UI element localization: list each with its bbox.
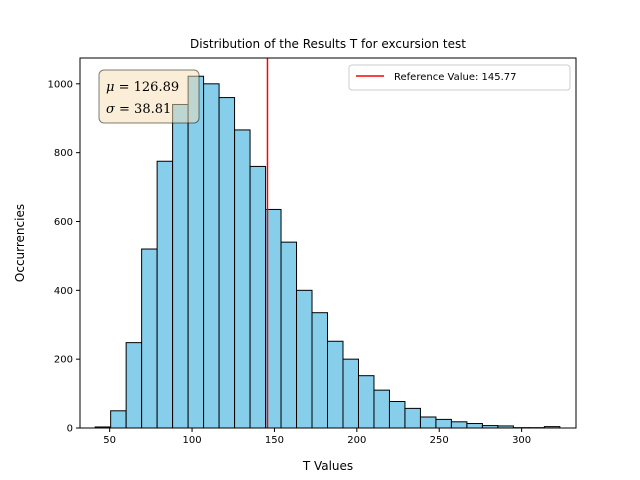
histogram-bar-4 [156, 160, 174, 429]
chart-title: Distribution of the Results T for excurs… [190, 37, 466, 51]
histogram-bar-20 [404, 407, 421, 429]
histogram-bar-21 [419, 416, 437, 429]
histogram-bar-24 [466, 423, 483, 429]
x-tick-label: 50 [103, 435, 116, 446]
legend-frame [348, 64, 571, 91]
y-tick-label: 600 [54, 217, 73, 228]
y-axis-label: Occurrencies [13, 204, 27, 282]
x-tick-label: 250 [430, 435, 449, 446]
histogram-bar-3 [141, 248, 158, 429]
histogram-bar-18 [373, 389, 390, 429]
histogram-bar-9 [234, 129, 251, 429]
histogram-bar-6 [187, 75, 205, 429]
plot-frame [79, 57, 577, 429]
histogram-bar-1 [110, 410, 127, 429]
histogram-bar-14 [311, 312, 329, 429]
histogram-bar-10 [249, 165, 267, 429]
histogram-bar-15 [327, 340, 344, 429]
histogram-bar-12 [280, 241, 298, 429]
x-ticks: 50 100 150 200 250 300 [103, 428, 531, 446]
y-tick-label: 1000 [48, 79, 73, 90]
histogram-bar-23 [450, 421, 468, 429]
y-tick-label: 0 [67, 424, 73, 435]
histogram-bar-5 [172, 103, 189, 429]
y-tick-label: 800 [54, 148, 73, 159]
x-axis-label: T Values [302, 459, 353, 473]
histogram-bar-8 [218, 97, 236, 429]
x-tick-label: 100 [183, 435, 202, 446]
histogram-bar-13 [296, 289, 313, 429]
histogram-bar-7 [203, 83, 220, 429]
x-tick-label: 150 [265, 435, 284, 446]
histogram-bar-22 [435, 418, 452, 429]
stats-mu: μ = 126.89 [106, 80, 179, 95]
histogram-bar-16 [342, 358, 359, 429]
y-tick-label: 400 [54, 286, 73, 297]
histogram-bar-2 [125, 342, 143, 429]
histogram-bar-19 [388, 400, 406, 429]
y-ticks: 0 200 400 600 800 1000 [48, 79, 80, 435]
stats-sigma: σ = 38.81 [106, 102, 171, 117]
histogram-bar-17 [357, 375, 375, 429]
legend: Reference Value: 145.77 [348, 64, 571, 91]
stats-box-background [98, 69, 200, 124]
x-tick-label: 300 [512, 435, 531, 446]
stats-box: μ = 126.89 σ = 38.81 [98, 69, 200, 124]
y-tick-label: 200 [54, 355, 73, 366]
legend-reference-label: Reference Value: 145.77 [394, 72, 517, 83]
x-tick-label: 200 [347, 435, 366, 446]
bars-group [94, 75, 561, 429]
